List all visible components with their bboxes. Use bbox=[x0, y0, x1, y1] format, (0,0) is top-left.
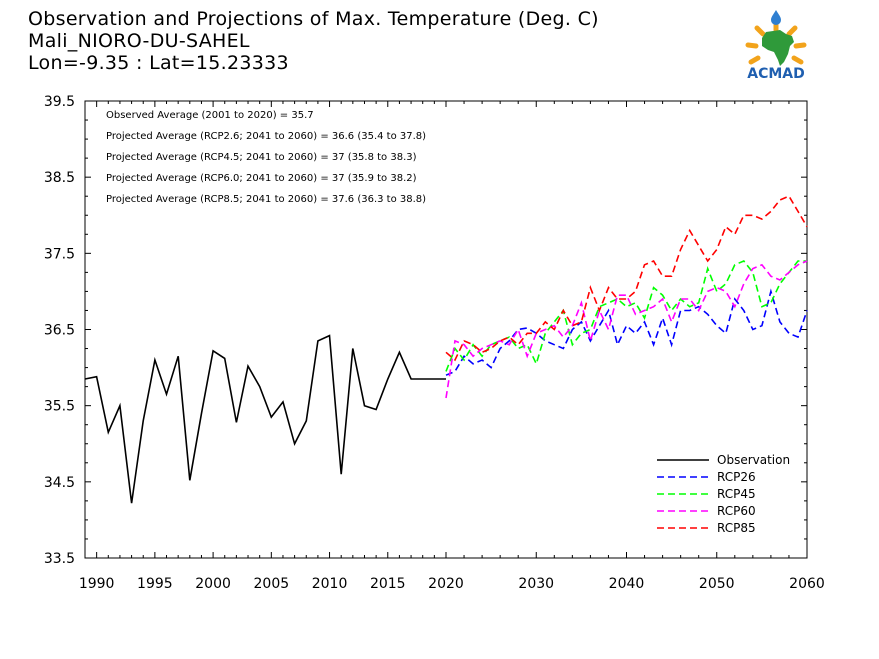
annotation-5: Projected Average (RCP8.5; 2041 to 2060)… bbox=[106, 194, 426, 205]
legend-label-rcp45: RCP45 bbox=[717, 487, 756, 501]
annotation-4: Projected Average (RCP6.0; 2041 to 2060)… bbox=[106, 173, 417, 184]
annotation-2: Projected Average (RCP2.6; 2041 to 2060)… bbox=[106, 131, 426, 142]
logo-text: ACMAD bbox=[747, 66, 805, 82]
series-line-rcp45 bbox=[445, 260, 807, 372]
x-tick-label: 2050 bbox=[699, 576, 735, 592]
legend-label-rcp85: RCP85 bbox=[717, 521, 756, 535]
x-tick-label: 2005 bbox=[254, 576, 290, 592]
x-tick-label: 2020 bbox=[428, 576, 464, 592]
y-tick-label: 38.5 bbox=[44, 170, 75, 186]
y-tick-label: 36.5 bbox=[44, 323, 75, 339]
x-tick-label: 2000 bbox=[195, 576, 231, 592]
y-tick-label: 33.5 bbox=[44, 551, 75, 567]
plot-frame bbox=[84, 100, 808, 559]
y-tick-label: 37.5 bbox=[44, 246, 75, 262]
acmad-logo-graphic: ACMAD bbox=[745, 10, 807, 82]
y-tick-label: 39.5 bbox=[44, 94, 75, 110]
x-tick-label: 2040 bbox=[609, 576, 645, 592]
chart-title-block: Observation and Projections of Max. Temp… bbox=[28, 8, 599, 74]
legend-label-rcp60: RCP60 bbox=[717, 504, 756, 518]
x-tick-label: 2010 bbox=[312, 576, 348, 592]
x-tick-label: 1990 bbox=[79, 576, 115, 592]
y-tick-label: 34.5 bbox=[44, 475, 75, 491]
chart-title: Observation and Projections of Max. Temp… bbox=[28, 8, 599, 30]
legend-label-observation: Observation bbox=[717, 453, 790, 467]
x-tick-label: 1995 bbox=[137, 576, 173, 592]
x-tick-label: 2015 bbox=[370, 576, 406, 592]
station-name: Mali_NIORO-DU-SAHEL bbox=[28, 30, 250, 52]
station-coordinates: Lon=-9.35 : Lat=15.23333 bbox=[28, 52, 289, 74]
annotation-1: Observed Average (2001 to 2020) = 35.7 bbox=[106, 110, 314, 121]
acmad-logo: ACMAD bbox=[736, 8, 816, 84]
annotation-3: Projected Average (RCP4.5; 2041 to 2060)… bbox=[106, 152, 417, 163]
series-line-observation bbox=[84, 334, 446, 504]
y-tick-label: 35.5 bbox=[44, 399, 75, 415]
series-line-rcp26 bbox=[445, 288, 808, 376]
legend-label-rcp26: RCP26 bbox=[717, 470, 756, 484]
series-line-rcp60 bbox=[445, 260, 808, 399]
x-tick-label: 2030 bbox=[518, 576, 554, 592]
x-tick-label: 2060 bbox=[789, 576, 825, 592]
series-line-rcp85 bbox=[445, 195, 808, 362]
